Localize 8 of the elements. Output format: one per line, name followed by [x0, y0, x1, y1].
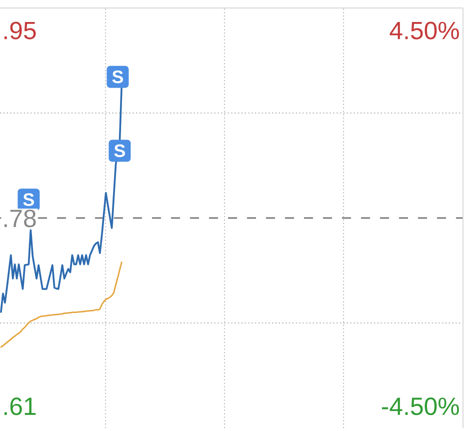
- y-tick-label: .61: [4, 398, 36, 416]
- y2-tick-label: -4.50%: [382, 397, 459, 416]
- data-label: S: [112, 70, 124, 84]
- data-label: S: [114, 144, 125, 158]
- y-tick-label: .95: [4, 22, 36, 40]
- data-label: S: [23, 193, 34, 206]
- y2-tick-label: 4.50%: [390, 22, 459, 40]
- y-tick-label: .78: [4, 210, 36, 228]
